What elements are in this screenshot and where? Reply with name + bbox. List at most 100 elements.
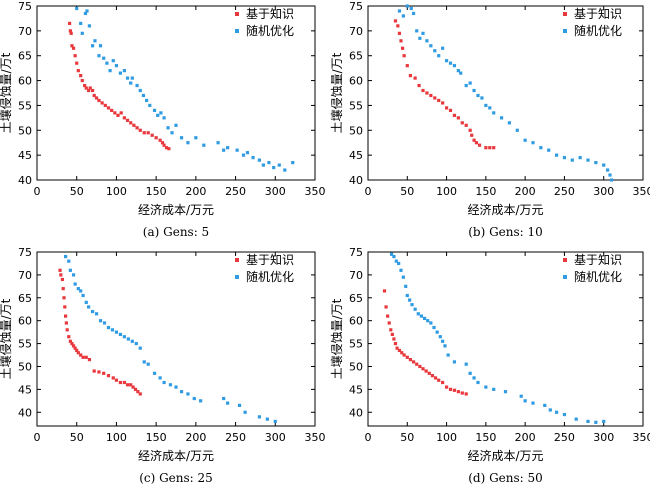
data-point [93, 39, 97, 43]
y-tick-label: 50 [349, 360, 363, 373]
x-tick-label: 50 [400, 431, 414, 444]
y-tick-label: 40 [18, 406, 32, 419]
y-tick-label: 50 [18, 124, 32, 137]
data-point [80, 31, 84, 35]
data-point [401, 14, 405, 18]
data-point [408, 358, 413, 362]
data-point [594, 420, 598, 424]
series-random [389, 252, 606, 424]
data-point [548, 408, 552, 412]
y-tick-label: 55 [18, 338, 32, 351]
data-point [531, 141, 535, 145]
x-tick-label: 200 [515, 431, 536, 444]
data-point [397, 9, 402, 13]
data-point [145, 98, 149, 103]
data-point [408, 298, 412, 302]
data-point [97, 370, 101, 374]
data-point [437, 98, 441, 103]
data-point [110, 328, 115, 332]
data-point [73, 282, 77, 286]
data-point [386, 314, 390, 318]
data-point [92, 369, 96, 373]
y-tick-label: 65 [349, 292, 363, 305]
data-point [492, 146, 496, 150]
data-point [459, 71, 463, 75]
y-tick-label: 60 [18, 75, 32, 88]
y-axis-label: 土壤侵蚀量/万t [0, 298, 13, 379]
data-point [79, 21, 83, 25]
y-tick-label: 55 [349, 99, 363, 112]
data-point [484, 385, 488, 389]
data-point [164, 146, 169, 150]
data-point [472, 376, 476, 380]
data-point [393, 19, 398, 23]
data-point [118, 71, 122, 75]
data-point [608, 173, 612, 177]
data-point [543, 403, 547, 407]
x-tick-label: 300 [265, 185, 286, 198]
data-point [574, 417, 578, 421]
data-point [390, 332, 394, 337]
data-point [438, 335, 442, 339]
data-point [441, 46, 445, 50]
data-point [384, 305, 388, 309]
data-point [265, 417, 269, 421]
data-point [106, 374, 111, 378]
data-point [410, 303, 414, 307]
x-tick-label: 100 [436, 431, 457, 444]
data-point [272, 165, 276, 170]
y-tick-label: 75 [18, 246, 32, 259]
data-point [393, 341, 398, 346]
data-point [130, 339, 134, 343]
data-point [586, 419, 590, 424]
data-point [470, 133, 474, 137]
y-tick-label: 75 [349, 0, 363, 13]
data-point [70, 44, 74, 48]
data-point [97, 54, 101, 58]
data-point [100, 101, 104, 105]
data-point [199, 399, 203, 403]
data-point [477, 143, 482, 147]
plot-frame [367, 5, 644, 181]
data-point [156, 113, 160, 117]
data-point [456, 390, 460, 394]
data-point [92, 93, 96, 98]
data-point [261, 163, 265, 167]
data-point [179, 136, 184, 140]
y-tick-label: 75 [349, 246, 363, 259]
data-point [427, 371, 431, 375]
data-point [429, 44, 433, 48]
data-point [411, 11, 416, 16]
data-point [602, 419, 606, 424]
x-axis-label: 经济成本/万元 [138, 448, 214, 463]
data-point [464, 392, 468, 396]
data-point [162, 143, 166, 147]
data-point [441, 101, 445, 105]
data-point [63, 254, 68, 259]
data-point [395, 346, 399, 350]
series-knowledge [382, 289, 468, 396]
data-point [138, 346, 142, 350]
legend-label: 基于知识 [574, 253, 622, 267]
data-point [138, 88, 142, 93]
data-point [108, 69, 112, 73]
data-point [492, 387, 496, 391]
plot-frame [36, 251, 316, 427]
data-point [570, 158, 574, 162]
data-point [399, 268, 403, 272]
data-point [397, 261, 401, 266]
data-point [91, 44, 95, 48]
data-point [73, 54, 77, 58]
data-point [441, 339, 445, 343]
data-point [69, 31, 73, 35]
data-point [402, 54, 406, 58]
data-point [409, 6, 413, 11]
series-random [63, 254, 277, 424]
data-point [515, 128, 519, 132]
data-point [134, 341, 138, 346]
data-point [484, 103, 488, 108]
data-point [83, 83, 87, 88]
data-point [426, 319, 430, 323]
data-point [83, 11, 88, 16]
y-tick-label: 60 [349, 315, 363, 328]
